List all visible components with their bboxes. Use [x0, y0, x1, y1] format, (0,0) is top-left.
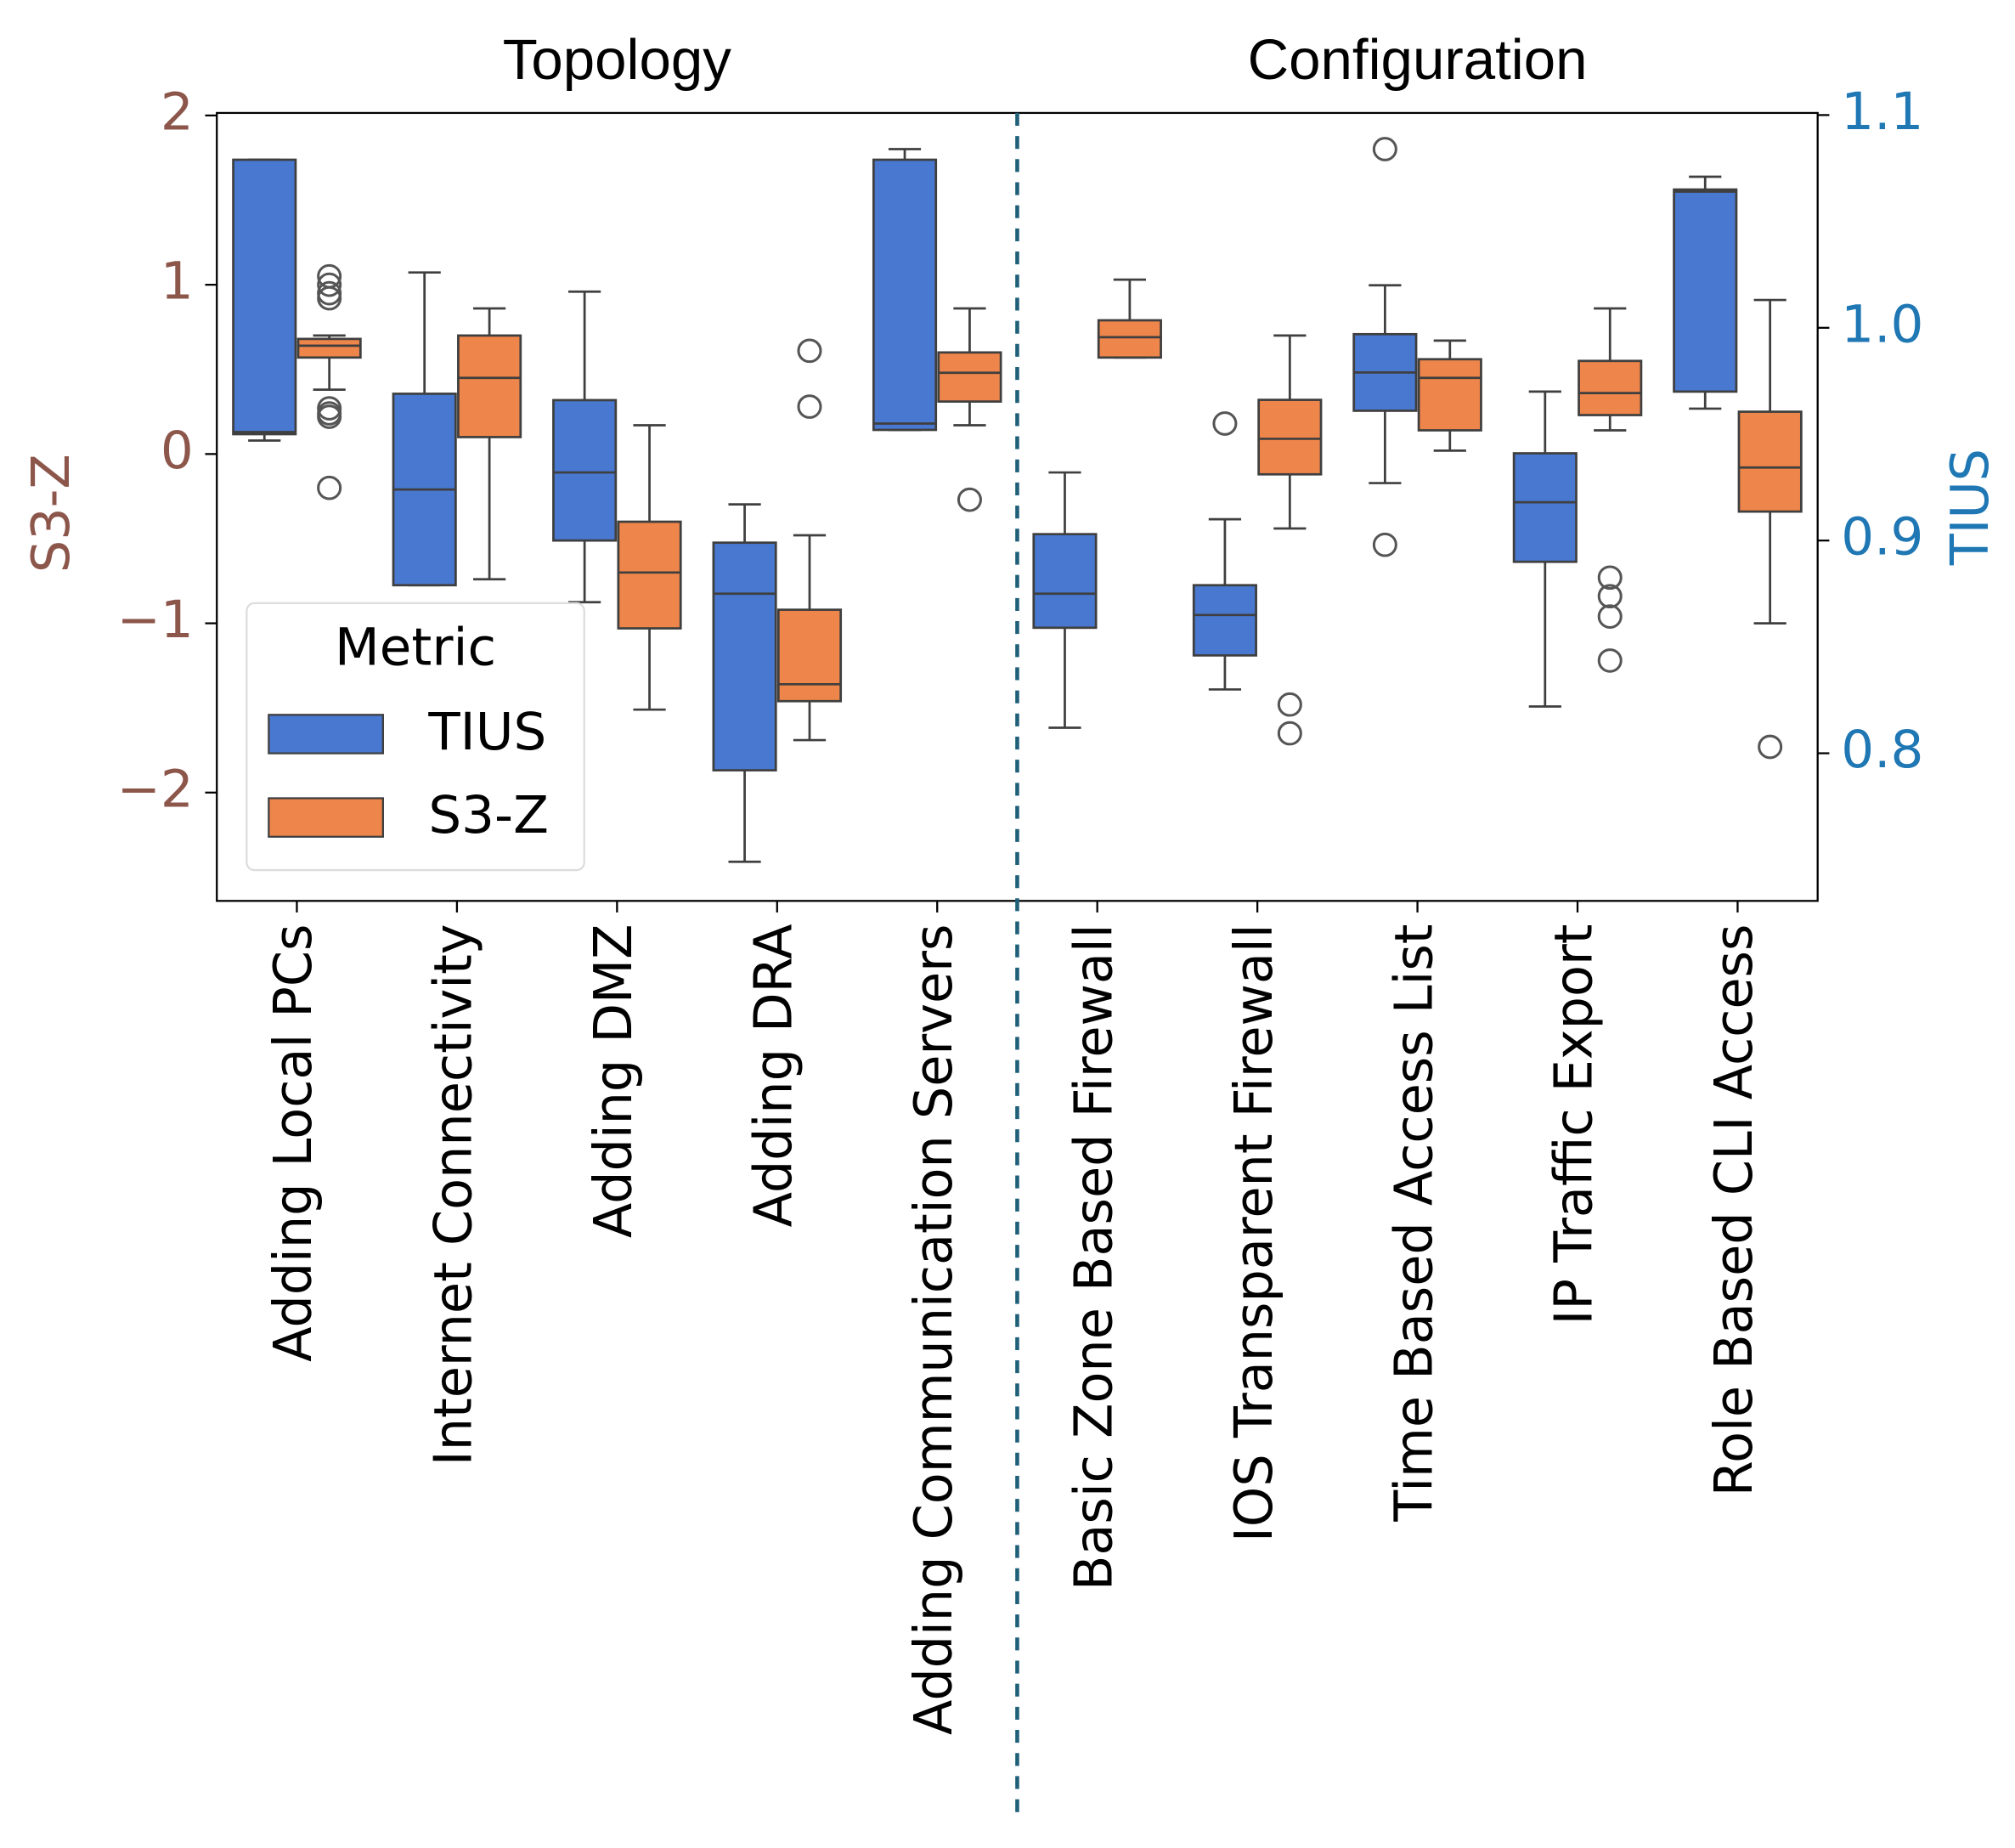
- x-tick-label: Adding DRA: [744, 924, 804, 1227]
- box: [552, 398, 618, 542]
- y2-tick-label: 0.8: [1841, 721, 1923, 780]
- outlier: [1277, 721, 1302, 746]
- legend-swatch: [268, 797, 385, 838]
- outlier: [1597, 584, 1623, 609]
- outlier: [797, 394, 822, 419]
- box: [1097, 319, 1162, 359]
- x-tick-label: Adding DMZ: [584, 924, 644, 1239]
- y2-axis-label: TIUS: [1940, 449, 2000, 566]
- outlier: [317, 404, 342, 429]
- outlier: [957, 487, 982, 512]
- outlier: [1597, 565, 1623, 591]
- box: [712, 541, 777, 771]
- x-tick-label: Adding Communication Servers: [905, 924, 964, 1735]
- y-tick-label: 2: [161, 83, 194, 143]
- group-title: Configuration: [1248, 28, 1588, 92]
- box: [296, 337, 362, 359]
- y-axis-label: S3-Z: [22, 454, 82, 573]
- outlier: [1372, 137, 1397, 161]
- y-tick-label: −2: [117, 760, 194, 820]
- box: [1578, 359, 1643, 416]
- outlier: [1372, 532, 1397, 557]
- box: [1257, 398, 1323, 476]
- legend-title: Metric: [335, 619, 496, 678]
- box: [617, 520, 682, 630]
- x-tick-label: Role Based CLI Access: [1705, 924, 1764, 1497]
- legend-label: S3-Z: [428, 786, 549, 845]
- x-tick-label: IOS Transparent Firewall: [1224, 924, 1284, 1543]
- box: [872, 158, 938, 432]
- box: [1673, 188, 1738, 393]
- x-tick-label: Internet Connectivity: [424, 924, 483, 1467]
- box: [776, 608, 843, 703]
- outlier: [1597, 648, 1623, 673]
- x-tick-label: IP Traffic Export: [1544, 924, 1604, 1325]
- box: [232, 158, 297, 436]
- outlier: [797, 338, 822, 364]
- box: [1192, 584, 1257, 657]
- box: [1512, 452, 1578, 563]
- y2-tick-label: 0.9: [1841, 508, 1923, 568]
- outlier: [317, 285, 342, 311]
- outlier: [1212, 411, 1238, 436]
- x-tick-label: Basic Zone Based Firewall: [1064, 924, 1124, 1591]
- y-tick-label: −1: [117, 591, 194, 650]
- legend-label: TIUS: [427, 703, 546, 762]
- x-tick-label: Adding Local PCs: [264, 924, 324, 1362]
- y-tick-label: 0: [161, 421, 194, 481]
- outlier: [1277, 692, 1302, 717]
- outlier: [1597, 604, 1623, 629]
- box: [937, 351, 1002, 403]
- outlier: [317, 272, 342, 297]
- y-tick-label: 1: [161, 252, 194, 312]
- box: [457, 334, 522, 438]
- outlier: [1758, 734, 1783, 760]
- legend-swatch: [268, 714, 385, 754]
- box: [1737, 410, 1803, 513]
- y2-tick-label: 1.0: [1841, 296, 1923, 355]
- box: [1417, 358, 1482, 432]
- x-tick-label: Time Based Access List: [1385, 924, 1444, 1523]
- outlier: [317, 475, 342, 500]
- y2-tick-label: 1.1: [1841, 82, 1923, 142]
- box: [1032, 533, 1098, 630]
- group-title: Topology: [503, 28, 732, 92]
